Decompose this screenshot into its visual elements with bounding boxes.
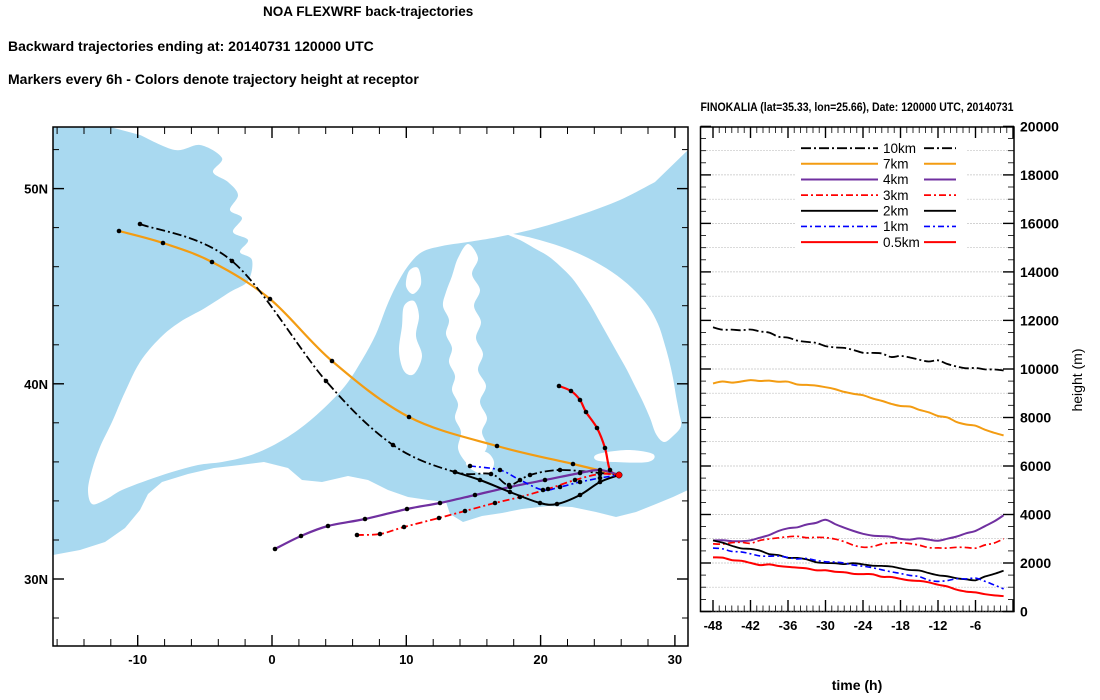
svg-text:0: 0 <box>268 652 275 667</box>
svg-text:-30: -30 <box>816 618 835 633</box>
svg-text:-12: -12 <box>929 618 948 633</box>
svg-text:18000: 18000 <box>1020 167 1059 183</box>
svg-text:FINOKALIA (lat=35.33, lon=25.: FINOKALIA (lat=35.33, lon=25.66), Date: … <box>701 100 1014 114</box>
svg-text:1km: 1km <box>883 219 909 234</box>
svg-text:-24: -24 <box>854 618 874 633</box>
svg-text:10km: 10km <box>883 141 916 156</box>
svg-text:0: 0 <box>1020 604 1028 620</box>
svg-text:2km: 2km <box>883 204 909 219</box>
svg-text:14000: 14000 <box>1020 264 1059 280</box>
svg-text:4000: 4000 <box>1020 507 1051 523</box>
svg-text:Backward trajectories ending a: Backward trajectories ending at: 2014073… <box>8 38 374 54</box>
svg-text:20000: 20000 <box>1020 118 1059 134</box>
svg-text:-36: -36 <box>779 618 798 633</box>
svg-text:-10: -10 <box>128 652 147 667</box>
svg-text:-48: -48 <box>704 618 723 633</box>
svg-text:40N: 40N <box>24 377 48 392</box>
svg-text:3km: 3km <box>883 188 909 203</box>
svg-text:time (h): time (h) <box>832 677 883 693</box>
svg-text:10000: 10000 <box>1020 361 1059 377</box>
svg-text:7km: 7km <box>883 157 909 172</box>
svg-text:30: 30 <box>668 652 682 667</box>
svg-text:8000: 8000 <box>1020 410 1051 426</box>
svg-text:NOA FLEXWRF back-trajectories: NOA FLEXWRF back-trajectories <box>263 4 473 19</box>
svg-text:-6: -6 <box>970 618 982 633</box>
svg-text:16000: 16000 <box>1020 215 1059 231</box>
svg-text:height (m): height (m) <box>1069 348 1085 411</box>
svg-text:4km: 4km <box>883 172 909 187</box>
svg-text:0.5km: 0.5km <box>883 235 920 250</box>
svg-text:-42: -42 <box>741 618 760 633</box>
svg-text:2000: 2000 <box>1020 555 1051 571</box>
svg-text:30N: 30N <box>24 572 48 587</box>
svg-text:6000: 6000 <box>1020 458 1051 474</box>
svg-text:Markers every 6h - Colors deno: Markers every 6h - Colors denote traject… <box>8 71 419 87</box>
svg-text:10: 10 <box>399 652 413 667</box>
svg-text:50N: 50N <box>24 182 48 197</box>
svg-text:12000: 12000 <box>1020 312 1059 328</box>
svg-text:-18: -18 <box>891 618 910 633</box>
svg-text:20: 20 <box>533 652 547 667</box>
